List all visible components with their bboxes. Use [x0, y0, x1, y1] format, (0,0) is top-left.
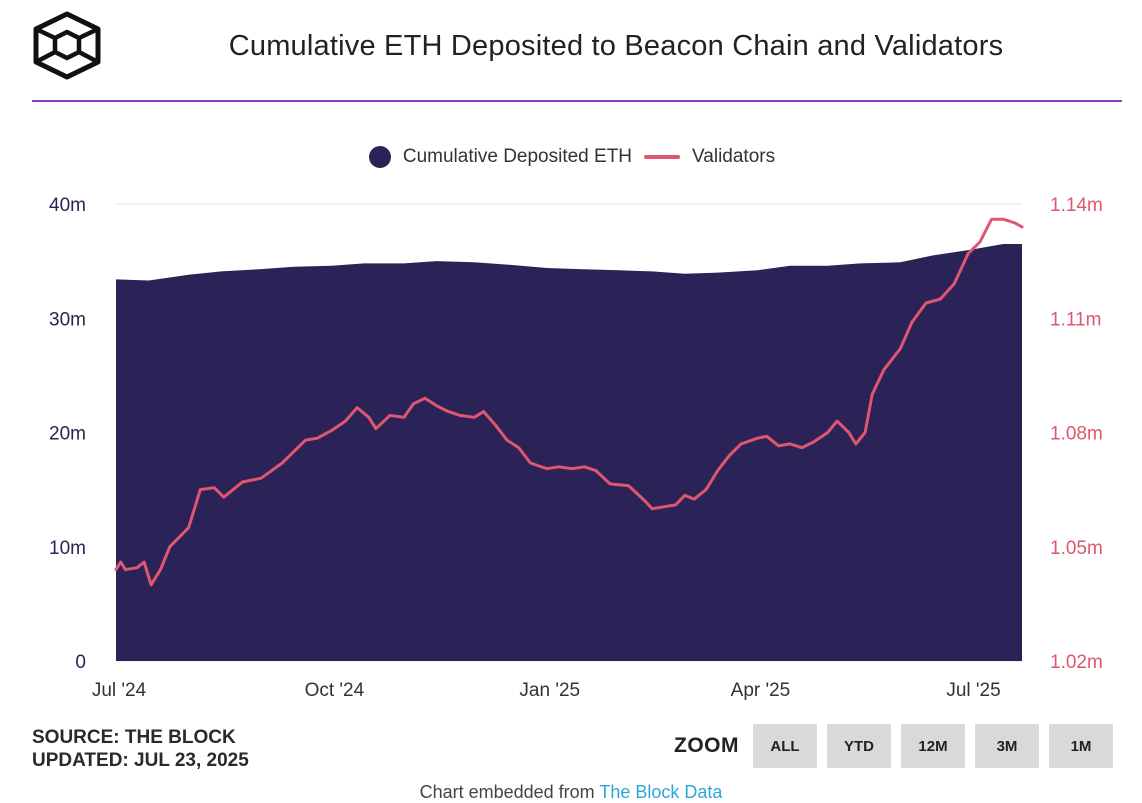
y-left-tick-label: 0 [75, 652, 86, 673]
chart-legend: Cumulative Deposited ETH Validators [0, 144, 1142, 170]
y-left-tick-label: 20m [49, 424, 86, 445]
source-block: SOURCE: THE BLOCK UPDATED: JUL 23, 2025 [32, 726, 249, 772]
title-divider [32, 100, 1122, 102]
legend-label-deposited: Cumulative Deposited ETH [402, 146, 633, 167]
axis-labels: 0 10m 20m 30m 40m 1.02m 1.05m 1.08m 1.11m 1.14m Ju… [49, 195, 1103, 701]
zoom-controls: ZOOM ALL YTD 12M 3M 1M [674, 724, 1113, 768]
y-left-tick-label: 40m [49, 195, 86, 216]
y-right-tick-label: 1.02m [1050, 652, 1103, 673]
y-right-tick-label: 1.11m [1050, 309, 1101, 330]
zoom-3m-button[interactable]: 3M [975, 724, 1039, 768]
chart-title: Cumulative ETH Deposited to Beacon Chain… [228, 30, 1004, 62]
legend-label-validators: Validators [692, 146, 776, 167]
x-tick-label: Jan '25 [519, 680, 580, 701]
y-right-tick-label: 1.08m [1050, 424, 1103, 445]
legend-item-validators[interactable]: Validators [644, 146, 775, 168]
legend-item-deposited[interactable]: Cumulative Deposited ETH [368, 146, 633, 168]
y-right-tick-label: 1.05m [1050, 538, 1103, 559]
cube-outline-icon [33, 11, 101, 80]
credit-link[interactable]: The Block Data [599, 782, 723, 802]
embed-credit: Chart embedded from The Block Data [0, 782, 1142, 803]
y-left-tick-label: 10m [49, 538, 86, 559]
x-tick-label: Jul '24 [92, 680, 147, 701]
x-tick-label: Oct '24 [305, 680, 365, 701]
zoom-label: ZOOM [674, 734, 739, 757]
credit-prefix: Chart embedded from [419, 782, 595, 802]
zoom-12m-button[interactable]: 12M [901, 724, 965, 768]
zoom-1m-button[interactable]: 1M [1049, 724, 1113, 768]
x-tick-label: Jul '25 [946, 680, 1000, 701]
y-right-tick-label: 1.14m [1050, 195, 1103, 216]
y-left-tick-label: 30m [49, 309, 86, 330]
area-series-layer [116, 244, 1022, 661]
line-series-layer [114, 217, 1024, 587]
updated-text: UPDATED: JUL 23, 2025 [32, 750, 249, 771]
area-deposited-eth [116, 244, 1022, 661]
chart-plot: 0 10m 20m 30m 40m 1.02m 1.05m 1.08m 1.11m 1.14m Ju… [49, 195, 1103, 701]
line-validators [114, 217, 1024, 587]
legend-swatch-deposited [368, 146, 391, 168]
zoom-ytd-button[interactable]: YTD [827, 724, 891, 768]
zoom-all-button[interactable]: ALL [753, 724, 817, 768]
source-text: SOURCE: THE BLOCK [32, 727, 236, 748]
legend-swatch-validators [644, 155, 681, 159]
x-tick-label: Apr '25 [731, 680, 791, 701]
